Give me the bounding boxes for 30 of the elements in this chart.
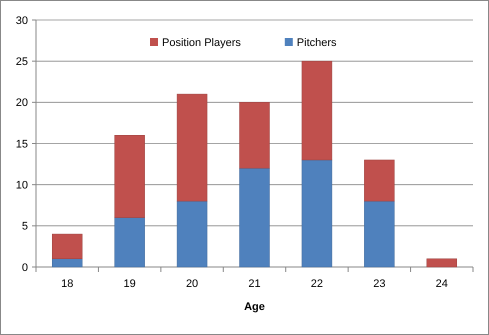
bar: [176, 94, 208, 202]
x-tick-label: 20: [186, 278, 198, 290]
y-tick-label: 15: [16, 138, 28, 150]
bar: [426, 258, 458, 268]
x-tick-label: 19: [124, 278, 136, 290]
y-tick-label: 10: [16, 180, 28, 192]
x-tick-label: 24: [436, 278, 448, 290]
y-tick-label: 20: [16, 97, 28, 110]
x-tick-label: 18: [61, 278, 74, 290]
bar: [239, 168, 270, 268]
legend-label: Position Players: [162, 36, 242, 49]
x-axis-title: Age: [244, 301, 265, 313]
bar: [364, 200, 395, 268]
x-tick-label: 22: [310, 278, 324, 290]
bar: [52, 258, 82, 268]
x-tick-label: 21: [248, 278, 261, 290]
bar: [302, 160, 332, 268]
bar: [364, 160, 395, 202]
y-tick-label: 30: [16, 14, 28, 27]
bar: [239, 102, 270, 168]
y-tick-label: 25: [16, 56, 28, 68]
y-tick-label: 5: [22, 220, 28, 233]
x-tick-label: 23: [373, 278, 386, 290]
y-tick-label: 0: [22, 262, 28, 274]
bar: [302, 60, 332, 160]
legend-label: Pitchers: [296, 36, 338, 49]
bar: [114, 217, 145, 268]
bar: [52, 234, 82, 260]
bar: [176, 200, 208, 268]
bar: [114, 135, 145, 218]
